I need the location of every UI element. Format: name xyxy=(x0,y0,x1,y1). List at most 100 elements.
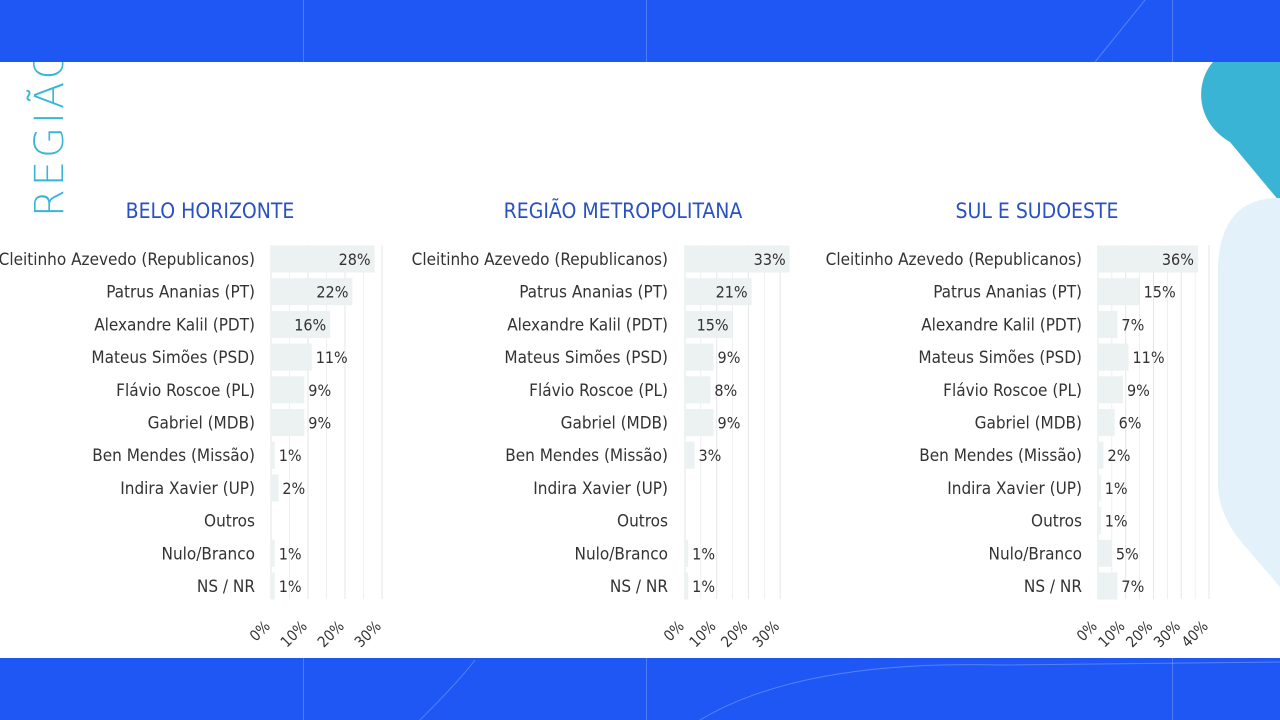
band-line xyxy=(646,658,647,720)
category-label: Mateus Simões (PSD) xyxy=(504,348,668,368)
chart-1: BELO HORIZONTE Cleitinho Azevedo (Republi… xyxy=(0,199,385,651)
tick-label: 10% xyxy=(1095,617,1129,651)
category-label: Mateus Simões (PSD) xyxy=(91,348,255,368)
value-label: 28% xyxy=(339,250,371,269)
value-label: 9% xyxy=(308,414,331,433)
value-label: 1% xyxy=(279,544,302,563)
category-label: NS / NR xyxy=(1024,577,1082,597)
tick-label: 10% xyxy=(686,617,720,651)
bar xyxy=(685,572,689,600)
value-label: 9% xyxy=(1127,381,1150,400)
value-label: 6% xyxy=(1119,414,1142,433)
bar xyxy=(271,376,305,404)
category-label: Alexandre Kalil (PDT) xyxy=(94,315,255,335)
value-label: 2% xyxy=(282,479,305,498)
bar xyxy=(1098,507,1101,535)
bar xyxy=(685,539,689,567)
category-label: Ben Mendes (Missão) xyxy=(505,446,668,466)
category-label: Outros xyxy=(204,512,255,532)
bar xyxy=(685,343,714,371)
value-label: 7% xyxy=(1121,577,1144,596)
bar xyxy=(685,376,711,404)
value-label: 3% xyxy=(699,446,722,465)
bar xyxy=(685,278,752,306)
charts-area: BELO HORIZONTE Cleitinho Azevedo (Republi… xyxy=(0,197,1212,651)
category-label: Flávio Roscoe (PL) xyxy=(943,381,1082,401)
bar xyxy=(271,572,275,600)
category-label: Mateus Simões (PSD) xyxy=(918,348,1082,368)
bar xyxy=(271,278,353,306)
bar xyxy=(1098,245,1198,273)
value-label: 7% xyxy=(1121,315,1144,334)
bar xyxy=(1098,539,1112,567)
value-label: 16% xyxy=(294,315,326,334)
category-label: NS / NR xyxy=(197,577,255,597)
tick-label: 20% xyxy=(717,617,751,651)
value-label: 1% xyxy=(1105,512,1128,531)
tick-label: 20% xyxy=(1122,617,1156,651)
category-label: Indira Xavier (UP) xyxy=(533,479,668,499)
value-label: 36% xyxy=(1162,250,1194,269)
category-label: Patrus Ananias (PT) xyxy=(933,283,1082,303)
bar xyxy=(271,245,375,273)
value-label: 1% xyxy=(1105,479,1128,498)
bar xyxy=(1098,343,1129,371)
value-label: 9% xyxy=(308,381,331,400)
value-label: 15% xyxy=(1144,283,1176,302)
category-label: Outros xyxy=(617,512,668,532)
bar xyxy=(271,474,279,502)
chart-3: SUL E SUDOESTE Cleitinho Azevedo (Republi… xyxy=(826,199,1212,651)
bar xyxy=(271,441,275,469)
bar xyxy=(271,310,331,338)
bar xyxy=(685,409,714,436)
corner-decoration xyxy=(1201,62,1280,588)
category-label: Cleitinho Azevedo (Republicanos) xyxy=(826,250,1082,270)
category-label: Gabriel (MDB) xyxy=(975,414,1082,434)
tick-label: 30% xyxy=(749,617,783,651)
category-label: Indira Xavier (UP) xyxy=(947,479,1082,499)
bar xyxy=(1098,441,1104,469)
chart-title: BELO HORIZONTE xyxy=(126,199,295,223)
category-label: Outros xyxy=(1031,512,1082,532)
category-label: Ben Mendes (Missão) xyxy=(919,446,1082,466)
band-line xyxy=(1172,0,1173,62)
bar xyxy=(1098,409,1115,436)
category-label: Cleitinho Azevedo (Republicanos) xyxy=(412,250,668,270)
value-label: 33% xyxy=(754,250,786,269)
bar xyxy=(1098,310,1118,338)
category-label: Alexandre Kalil (PDT) xyxy=(921,315,1082,335)
chart-2: REGIÃO METROPOLITANA Cleitinho Azevedo (R… xyxy=(412,197,790,651)
value-label: 9% xyxy=(718,348,741,367)
category-label: Nulo/Branco xyxy=(162,544,256,564)
category-label: Flávio Roscoe (PL) xyxy=(529,381,668,401)
category-label: Nulo/Branco xyxy=(989,544,1083,564)
category-label: Gabriel (MDB) xyxy=(561,414,668,434)
category-label: Flávio Roscoe (PL) xyxy=(116,381,255,401)
value-label: 1% xyxy=(692,577,715,596)
bar xyxy=(685,310,733,338)
tick-label: 30% xyxy=(351,617,385,651)
tick-label: 0% xyxy=(660,617,688,645)
value-label: 2% xyxy=(1108,446,1131,465)
band-line xyxy=(1172,658,1173,720)
value-label: 1% xyxy=(279,446,302,465)
chart-title: REGIÃO METROPOLITANA xyxy=(504,197,743,223)
content-panel: REGIÃO BELO HORIZONTE Cleitinho Azevedo (… xyxy=(0,62,1280,658)
value-label: 5% xyxy=(1116,544,1139,563)
value-label: 1% xyxy=(692,544,715,563)
bar xyxy=(1098,474,1101,502)
value-label: 11% xyxy=(1133,348,1165,367)
category-label: Alexandre Kalil (PDT) xyxy=(507,315,668,335)
value-label: 11% xyxy=(316,348,348,367)
category-label: Gabriel (MDB) xyxy=(148,414,255,434)
value-label: 22% xyxy=(316,283,348,302)
band-line xyxy=(646,0,647,62)
value-label: 15% xyxy=(697,315,729,334)
tick-label: 20% xyxy=(314,617,348,651)
bar xyxy=(1098,376,1123,404)
band-line xyxy=(303,0,304,62)
tick-label: 40% xyxy=(1178,617,1212,651)
category-label: Ben Mendes (Missão) xyxy=(92,446,255,466)
bar xyxy=(271,409,305,436)
category-label: Indira Xavier (UP) xyxy=(120,479,255,499)
